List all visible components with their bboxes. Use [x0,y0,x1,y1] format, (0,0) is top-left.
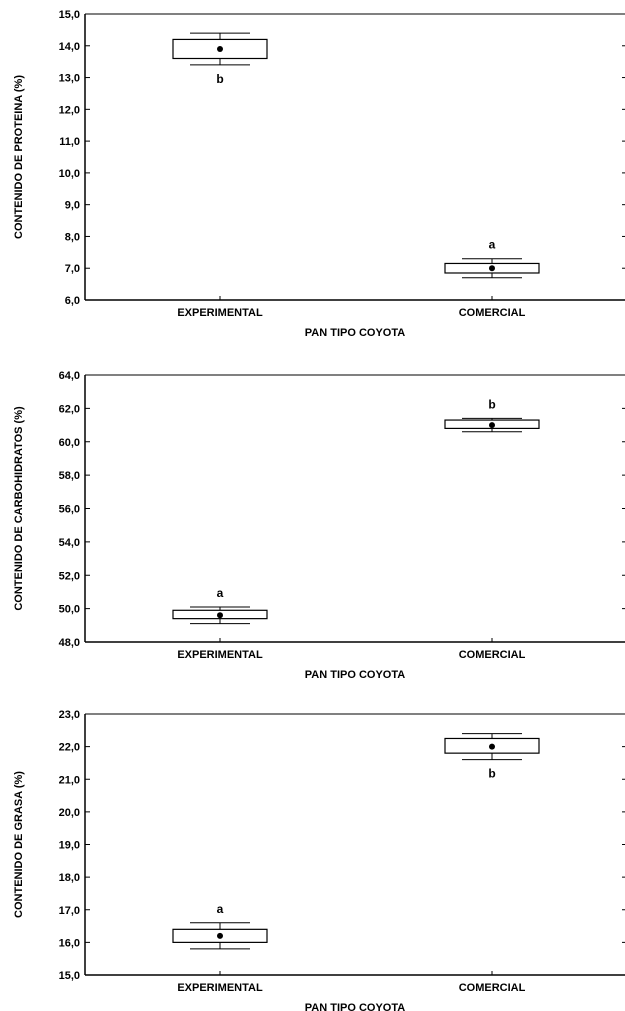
y-tick-label: 12,0 [59,104,80,116]
mean-point [217,45,223,52]
y-tick-label: 16,0 [59,937,80,949]
x-category-label: COMERCIAL [459,307,526,319]
y-tick-label: 56,0 [59,504,80,516]
y-tick-label: 18,0 [59,872,80,884]
mean-point [489,422,495,429]
mean-point [217,612,223,619]
y-tick-label: 48,0 [59,637,80,649]
y-axis-title: CONTENIDO DE PROTEINA (%) [13,75,25,239]
x-category-label: EXPERIMENTAL [177,982,263,994]
y-tick-label: 20,0 [59,807,80,819]
y-tick-label: 23,0 [59,709,80,721]
significance-letter: a [489,238,496,252]
y-axis-title: CONTENIDO DE CARBOHIDRATOS (%) [13,406,25,611]
y-tick-label: 15,0 [59,970,80,982]
y-tick-label: 52,0 [59,570,80,582]
x-category-label: EXPERIMENTAL [177,649,263,661]
y-tick-label: 62,0 [59,403,80,415]
y-tick-label: 64,0 [59,370,80,382]
x-axis-title: PAN TIPO COYOTA [305,327,405,339]
mean-point [217,932,223,939]
y-tick-label: 58,0 [59,470,80,482]
y-tick-label: 8,0 [65,231,80,243]
y-tick-label: 21,0 [59,774,80,786]
y-tick-label: 6,0 [65,295,80,307]
x-category-label: COMERCIAL [459,649,526,661]
y-tick-label: 60,0 [59,437,80,449]
y-tick-label: 10,0 [59,168,80,180]
x-category-label: EXPERIMENTAL [177,307,263,319]
significance-letter: b [488,397,495,411]
x-category-label: COMERCIAL [459,982,526,994]
mean-point [489,743,495,750]
significance-letter: a [217,586,224,600]
y-tick-label: 9,0 [65,200,80,212]
x-axis-title: PAN TIPO COYOTA [305,669,405,681]
y-tick-label: 7,0 [65,263,80,275]
y-tick-label: 19,0 [59,840,80,852]
y-tick-label: 50,0 [59,604,80,616]
mean-point [489,265,495,272]
significance-letter: b [488,767,495,781]
y-tick-label: 13,0 [59,73,80,85]
y-tick-label: 22,0 [59,742,80,754]
significance-letter: a [217,902,224,916]
significance-letter: b [216,72,223,86]
x-axis-title: PAN TIPO COYOTA [305,1002,405,1011]
y-tick-label: 15,0 [59,9,80,21]
y-tick-label: 17,0 [59,905,80,917]
y-tick-label: 11,0 [59,136,80,148]
y-axis-title: CONTENIDO DE GRASA (%) [13,771,25,918]
y-tick-label: 54,0 [59,537,80,549]
y-tick-label: 14,0 [59,41,80,53]
